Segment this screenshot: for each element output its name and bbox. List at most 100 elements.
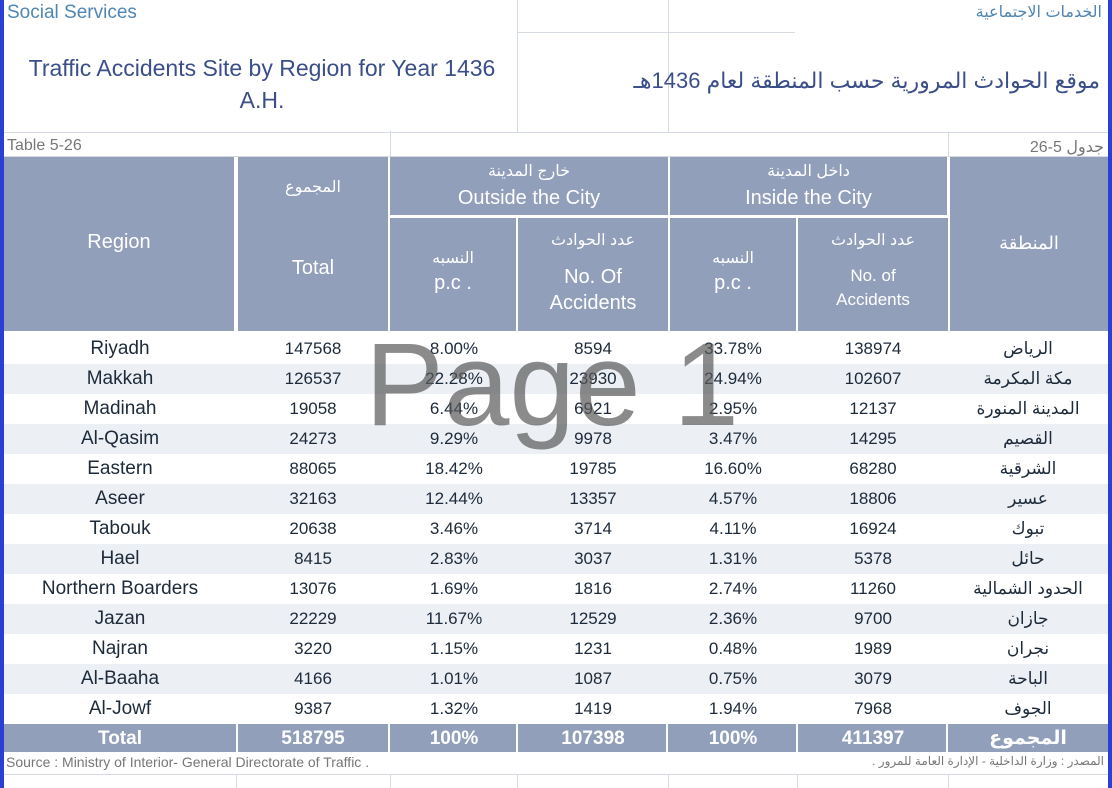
header-region: Region — [4, 157, 234, 331]
region-total: 8415 — [294, 549, 332, 568]
inside-pc: 24.94% — [704, 369, 762, 388]
total-region: Total — [98, 728, 142, 749]
inside-pc: 4.11% — [709, 519, 757, 538]
region-name: Aseer — [95, 488, 145, 509]
header-inside-pc: النسبه p.c . — [670, 218, 796, 331]
gridline — [4, 132, 1108, 133]
column-separator — [516, 724, 518, 754]
inside-pc: 2.36% — [708, 609, 758, 628]
outside-num: 9978 — [574, 429, 612, 448]
region-total: 9387 — [294, 699, 332, 718]
inside-num: 11260 — [849, 579, 896, 598]
inside-num: 1989 — [854, 639, 892, 658]
source-note-ar: المصدر : وزارة الداخلية - الإدارة العامة… — [872, 754, 1104, 768]
region-name: Najran — [92, 638, 148, 659]
total-total: 518795 — [281, 728, 345, 749]
region-total: 24273 — [289, 429, 337, 448]
table-row: Aseer 32163 12.44% 13357 4.57% 18806 عسير — [4, 484, 1108, 514]
inside-num: 12137 — [849, 399, 897, 418]
region-name: Al-Baaha — [80, 668, 160, 689]
outside-pc: 8.00% — [429, 339, 479, 358]
inside-num: 138974 — [844, 339, 902, 358]
section-title-en: Social Services — [7, 2, 137, 23]
gridline — [4, 156, 1108, 157]
table-total-row: Total 518795 100% 107398 100% 411397 الم… — [4, 724, 1108, 754]
header-inside-pc-ar: النسبه — [712, 250, 754, 267]
region-total: 4166 — [294, 669, 332, 688]
outside-num: 1816 — [574, 579, 612, 598]
gridline — [948, 132, 949, 156]
region-name: Tabouk — [89, 518, 151, 539]
header-outside-en: Outside the City — [457, 187, 601, 209]
header-outside-pc-en: p.c . — [434, 272, 472, 294]
gridline — [668, 0, 669, 132]
header-inside-en: Inside the City — [745, 187, 872, 209]
region-name: Eastern — [87, 458, 153, 479]
inside-pc: 1.31% — [708, 549, 758, 568]
region-name: Jazan — [94, 608, 146, 629]
gridline — [517, 774, 518, 788]
region-name: Madinah — [83, 398, 157, 419]
region-name-ar: عسير — [1008, 489, 1048, 508]
total-inside-pc: 100% — [708, 728, 758, 749]
total-outside-pc: 100% — [429, 728, 479, 749]
outside-num: 1419 — [574, 699, 612, 718]
table-row: Al-Qasim 24273 9.29% 9978 3.47% 14295 القصيم — [4, 424, 1108, 454]
outside-num: 6921 — [574, 399, 612, 418]
header-region-ar-label: المنطقة — [999, 233, 1059, 253]
outside-pc: 11.67% — [425, 609, 483, 628]
inside-pc: 16.60% — [704, 459, 762, 478]
header-inside-num: عدد الحوادث No. of Accidents — [798, 218, 948, 331]
header-inside-num-en: No. of Accidents — [836, 266, 910, 309]
outside-num: 1087 — [574, 669, 612, 688]
outside-pc: 22.28% — [425, 369, 483, 388]
outside-pc: 1.69% — [429, 579, 479, 598]
header-total-en: Total — [291, 257, 335, 279]
outside-num: 8594 — [574, 339, 612, 358]
outside-pc: 3.46% — [429, 519, 479, 538]
table-row: Hael 8415 2.83% 3037 1.31% 5378 حائل — [4, 544, 1108, 574]
table-row: Riyadh 147568 8.00% 8594 33.78% 138974 الرياض — [4, 334, 1108, 364]
table-number-en: Table 5-26 — [7, 137, 82, 154]
region-name-ar: نجران — [1006, 639, 1050, 658]
column-separator — [388, 724, 390, 754]
outside-num: 3714 — [574, 519, 612, 538]
table-row: Tabouk 20638 3.46% 3714 4.11% 16924 تبوك — [4, 514, 1108, 544]
region-name: Al-Qasim — [80, 428, 160, 449]
region-total: 147568 — [284, 339, 342, 358]
outside-pc: 18.42% — [425, 459, 483, 478]
column-separator — [666, 724, 668, 754]
outside-num: 23930 — [569, 369, 617, 388]
region-name-ar: القصيم — [1003, 429, 1053, 448]
total-inside-num: 411397 — [841, 728, 905, 749]
outside-pc: 1.01% — [429, 669, 479, 688]
table-row: Al-Baaha 4166 1.01% 1087 0.75% 3079 الباحة — [4, 664, 1108, 694]
column-separator — [796, 724, 798, 754]
header-region-label: Region — [87, 231, 151, 253]
region-total: 19058 — [289, 399, 337, 418]
region-name: Northern Boarders — [41, 578, 199, 599]
inside-num: 102607 — [844, 369, 902, 388]
header-outside-num: عدد الحوادث No. Of Accidents — [518, 218, 668, 331]
region-name-ar: حائل — [1011, 549, 1045, 568]
inside-num: 7968 — [854, 699, 892, 718]
region-name-ar: المدينة المنورة — [976, 399, 1080, 418]
inside-num: 3079 — [854, 669, 892, 688]
table-number-ar: جدول 5-26 — [1029, 139, 1104, 156]
inside-pc: 2.95% — [708, 399, 758, 418]
header-total: المجموع Total — [238, 157, 388, 331]
region-name: Riyadh — [90, 338, 150, 359]
header-inside-ar: داخل المدينة — [767, 163, 850, 180]
column-separator — [946, 724, 948, 754]
region-total: 22229 — [289, 609, 337, 628]
table-row: Al-Jowf 9387 1.32% 1419 1.94% 7968 الجوف — [4, 694, 1108, 724]
inside-pc: 4.57% — [708, 489, 758, 508]
header-region-ar: المنطقة — [950, 157, 1108, 331]
outside-pc: 12.44% — [425, 489, 483, 508]
region-name-ar: الرياض — [1003, 339, 1053, 358]
inside-num: 14295 — [849, 429, 897, 448]
outside-num: 12529 — [569, 609, 617, 628]
gridline — [797, 774, 798, 788]
table-row: Makkah 126537 22.28% 23930 24.94% 102607 مكة ا… — [4, 364, 1108, 394]
outside-num: 3037 — [574, 549, 612, 568]
